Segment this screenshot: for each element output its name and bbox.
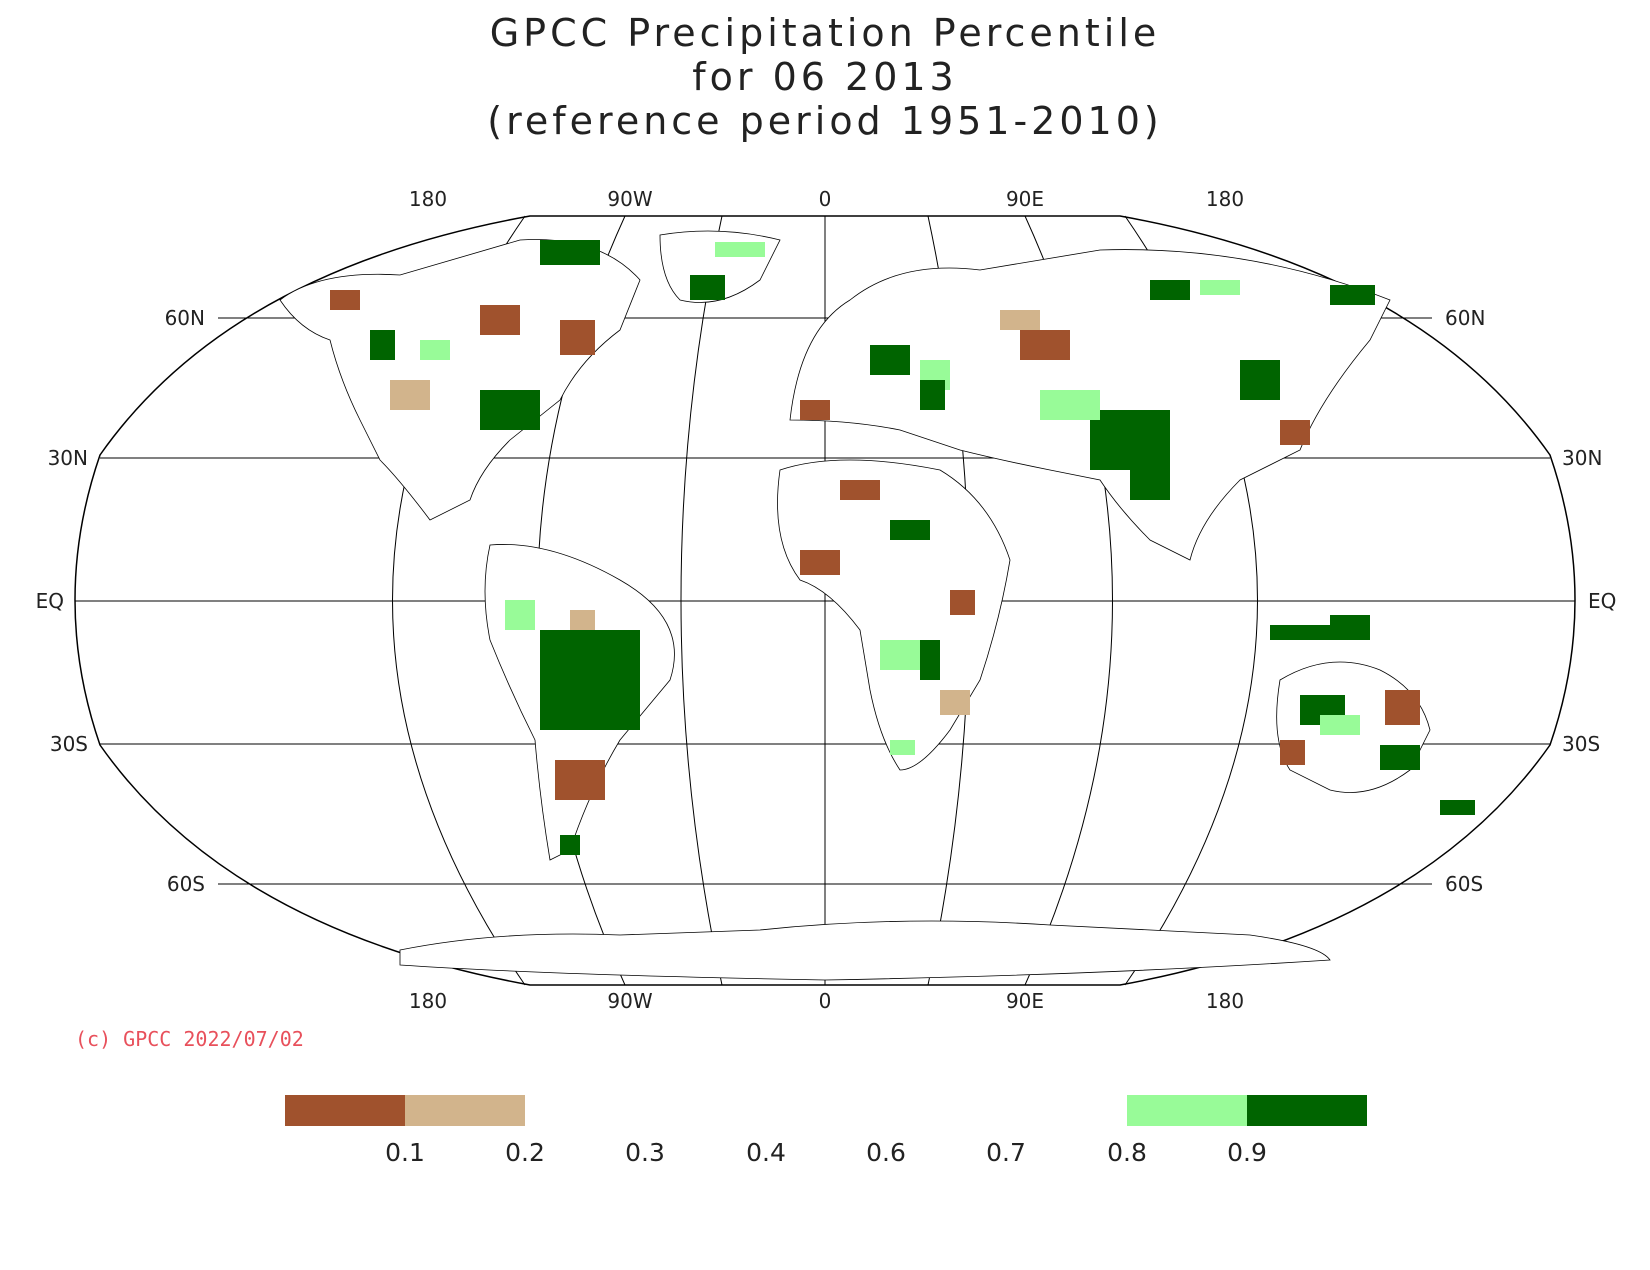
- lon-bottom-label: 90E: [1006, 989, 1044, 1013]
- colorbar-swatch-above-0-9: [1247, 1095, 1367, 1126]
- patch-above-0-9: [1330, 615, 1370, 640]
- patch-above-0-9: [1090, 410, 1170, 470]
- patch-above-0-9: [890, 520, 930, 540]
- patch-above-0-9: [870, 345, 910, 375]
- colorbar-label: 0.9: [1227, 1138, 1267, 1167]
- patch-below-0-1: [560, 320, 595, 355]
- colorbar-swatch-below-0-1: [285, 1095, 405, 1126]
- percentile-patches: [330, 240, 1475, 855]
- north-america: [279, 239, 641, 521]
- colorbar-label: 0.8: [1107, 1138, 1147, 1167]
- patch-above-0-9: [1270, 625, 1330, 640]
- patch-below-0-1: [1385, 690, 1420, 725]
- lat-left-label: 30N: [48, 446, 88, 470]
- patch-0-8-0-9: [1040, 390, 1100, 420]
- patch-above-0-9: [690, 275, 725, 300]
- patch-0-8-0-9: [880, 640, 920, 670]
- patch-above-0-9: [1440, 800, 1475, 815]
- patch-0-8-0-9: [890, 740, 915, 755]
- patch-0-1-0-2: [390, 380, 430, 410]
- patch-below-0-1: [840, 480, 880, 500]
- patch-above-0-9: [920, 380, 945, 410]
- patch-0-1-0-2: [1000, 310, 1040, 330]
- patch-below-0-1: [480, 305, 520, 335]
- lat-left-label: 60S: [167, 872, 205, 896]
- patch-below-0-1: [800, 400, 830, 420]
- patch-0-1-0-2: [570, 610, 595, 630]
- lat-right-label: EQ: [1588, 589, 1616, 613]
- patch-0-8-0-9: [1200, 280, 1240, 295]
- lon-bottom-label: 180: [409, 989, 447, 1013]
- patch-below-0-1: [555, 760, 605, 800]
- patch-0-8-0-9: [420, 340, 450, 360]
- patch-below-0-1: [330, 290, 360, 310]
- patch-above-0-9: [540, 630, 640, 730]
- lon-top-label: 180: [1206, 187, 1244, 211]
- lon-top-label: 90W: [607, 187, 652, 211]
- lon-45w-line: [680, 215, 723, 986]
- title-line-2: for 06 2013: [692, 55, 958, 99]
- lat-right-label: 60S: [1445, 872, 1483, 896]
- colorbar-label: 0.7: [986, 1138, 1026, 1167]
- patch-below-0-1: [950, 590, 975, 615]
- colorbar-label: 0.1: [385, 1138, 425, 1167]
- patch-above-0-9: [370, 330, 395, 360]
- lat-right-label: 30N: [1562, 446, 1602, 470]
- lat-left-label: EQ: [36, 589, 64, 613]
- patch-above-0-9: [540, 240, 600, 265]
- colorbar-label: 0.2: [505, 1138, 545, 1167]
- lon-top-label: 90E: [1006, 187, 1044, 211]
- patch-above-0-9: [1330, 285, 1375, 305]
- patch-above-0-9: [1240, 360, 1280, 400]
- map-frame: [74, 215, 1576, 986]
- lat-left-label: 60N: [165, 306, 205, 330]
- lat-left-label: 30S: [50, 732, 88, 756]
- colorbar-swatch-0-1-0-2: [405, 1095, 525, 1126]
- colorbar-swatch-0-8-0-9: [1127, 1095, 1247, 1126]
- patch-below-0-1: [1280, 420, 1310, 445]
- patch-0-8-0-9: [1320, 715, 1360, 735]
- lon-top-label: 0: [819, 187, 832, 211]
- lon-bottom-label: 90W: [607, 989, 652, 1013]
- patch-above-0-9: [920, 640, 940, 680]
- patch-below-0-1: [1280, 740, 1305, 765]
- colorbar-label: 0.4: [746, 1138, 786, 1167]
- lat-right-label: 60N: [1445, 306, 1485, 330]
- lon-bottom-label: 0: [819, 989, 832, 1013]
- patch-below-0-1: [1020, 330, 1070, 360]
- colorbar-label: 0.3: [625, 1138, 665, 1167]
- colorbar: [285, 1095, 1367, 1126]
- lat-right-label: 30S: [1562, 732, 1600, 756]
- africa: [777, 459, 1011, 771]
- patch-0-8-0-9: [715, 242, 765, 257]
- patch-above-0-9: [480, 390, 540, 430]
- title-line-1: GPCC Precipitation Percentile: [489, 11, 1161, 55]
- patch-above-0-9: [1150, 280, 1190, 300]
- patch-0-1-0-2: [940, 690, 970, 715]
- lon-top-label: 180: [409, 187, 447, 211]
- copyright-note: (c) GPCC 2022/07/02: [75, 1027, 304, 1051]
- patch-below-0-1: [800, 550, 840, 575]
- patch-above-0-9: [1130, 470, 1170, 500]
- lon-bottom-label: 180: [1206, 989, 1244, 1013]
- antarctica: [399, 920, 1331, 981]
- colorbar-label: 0.6: [866, 1138, 906, 1167]
- patch-0-8-0-9: [505, 600, 535, 630]
- title-line-3: (reference period 1951-2010): [487, 99, 1163, 143]
- patch-above-0-9: [1380, 745, 1420, 770]
- patch-above-0-9: [560, 835, 580, 855]
